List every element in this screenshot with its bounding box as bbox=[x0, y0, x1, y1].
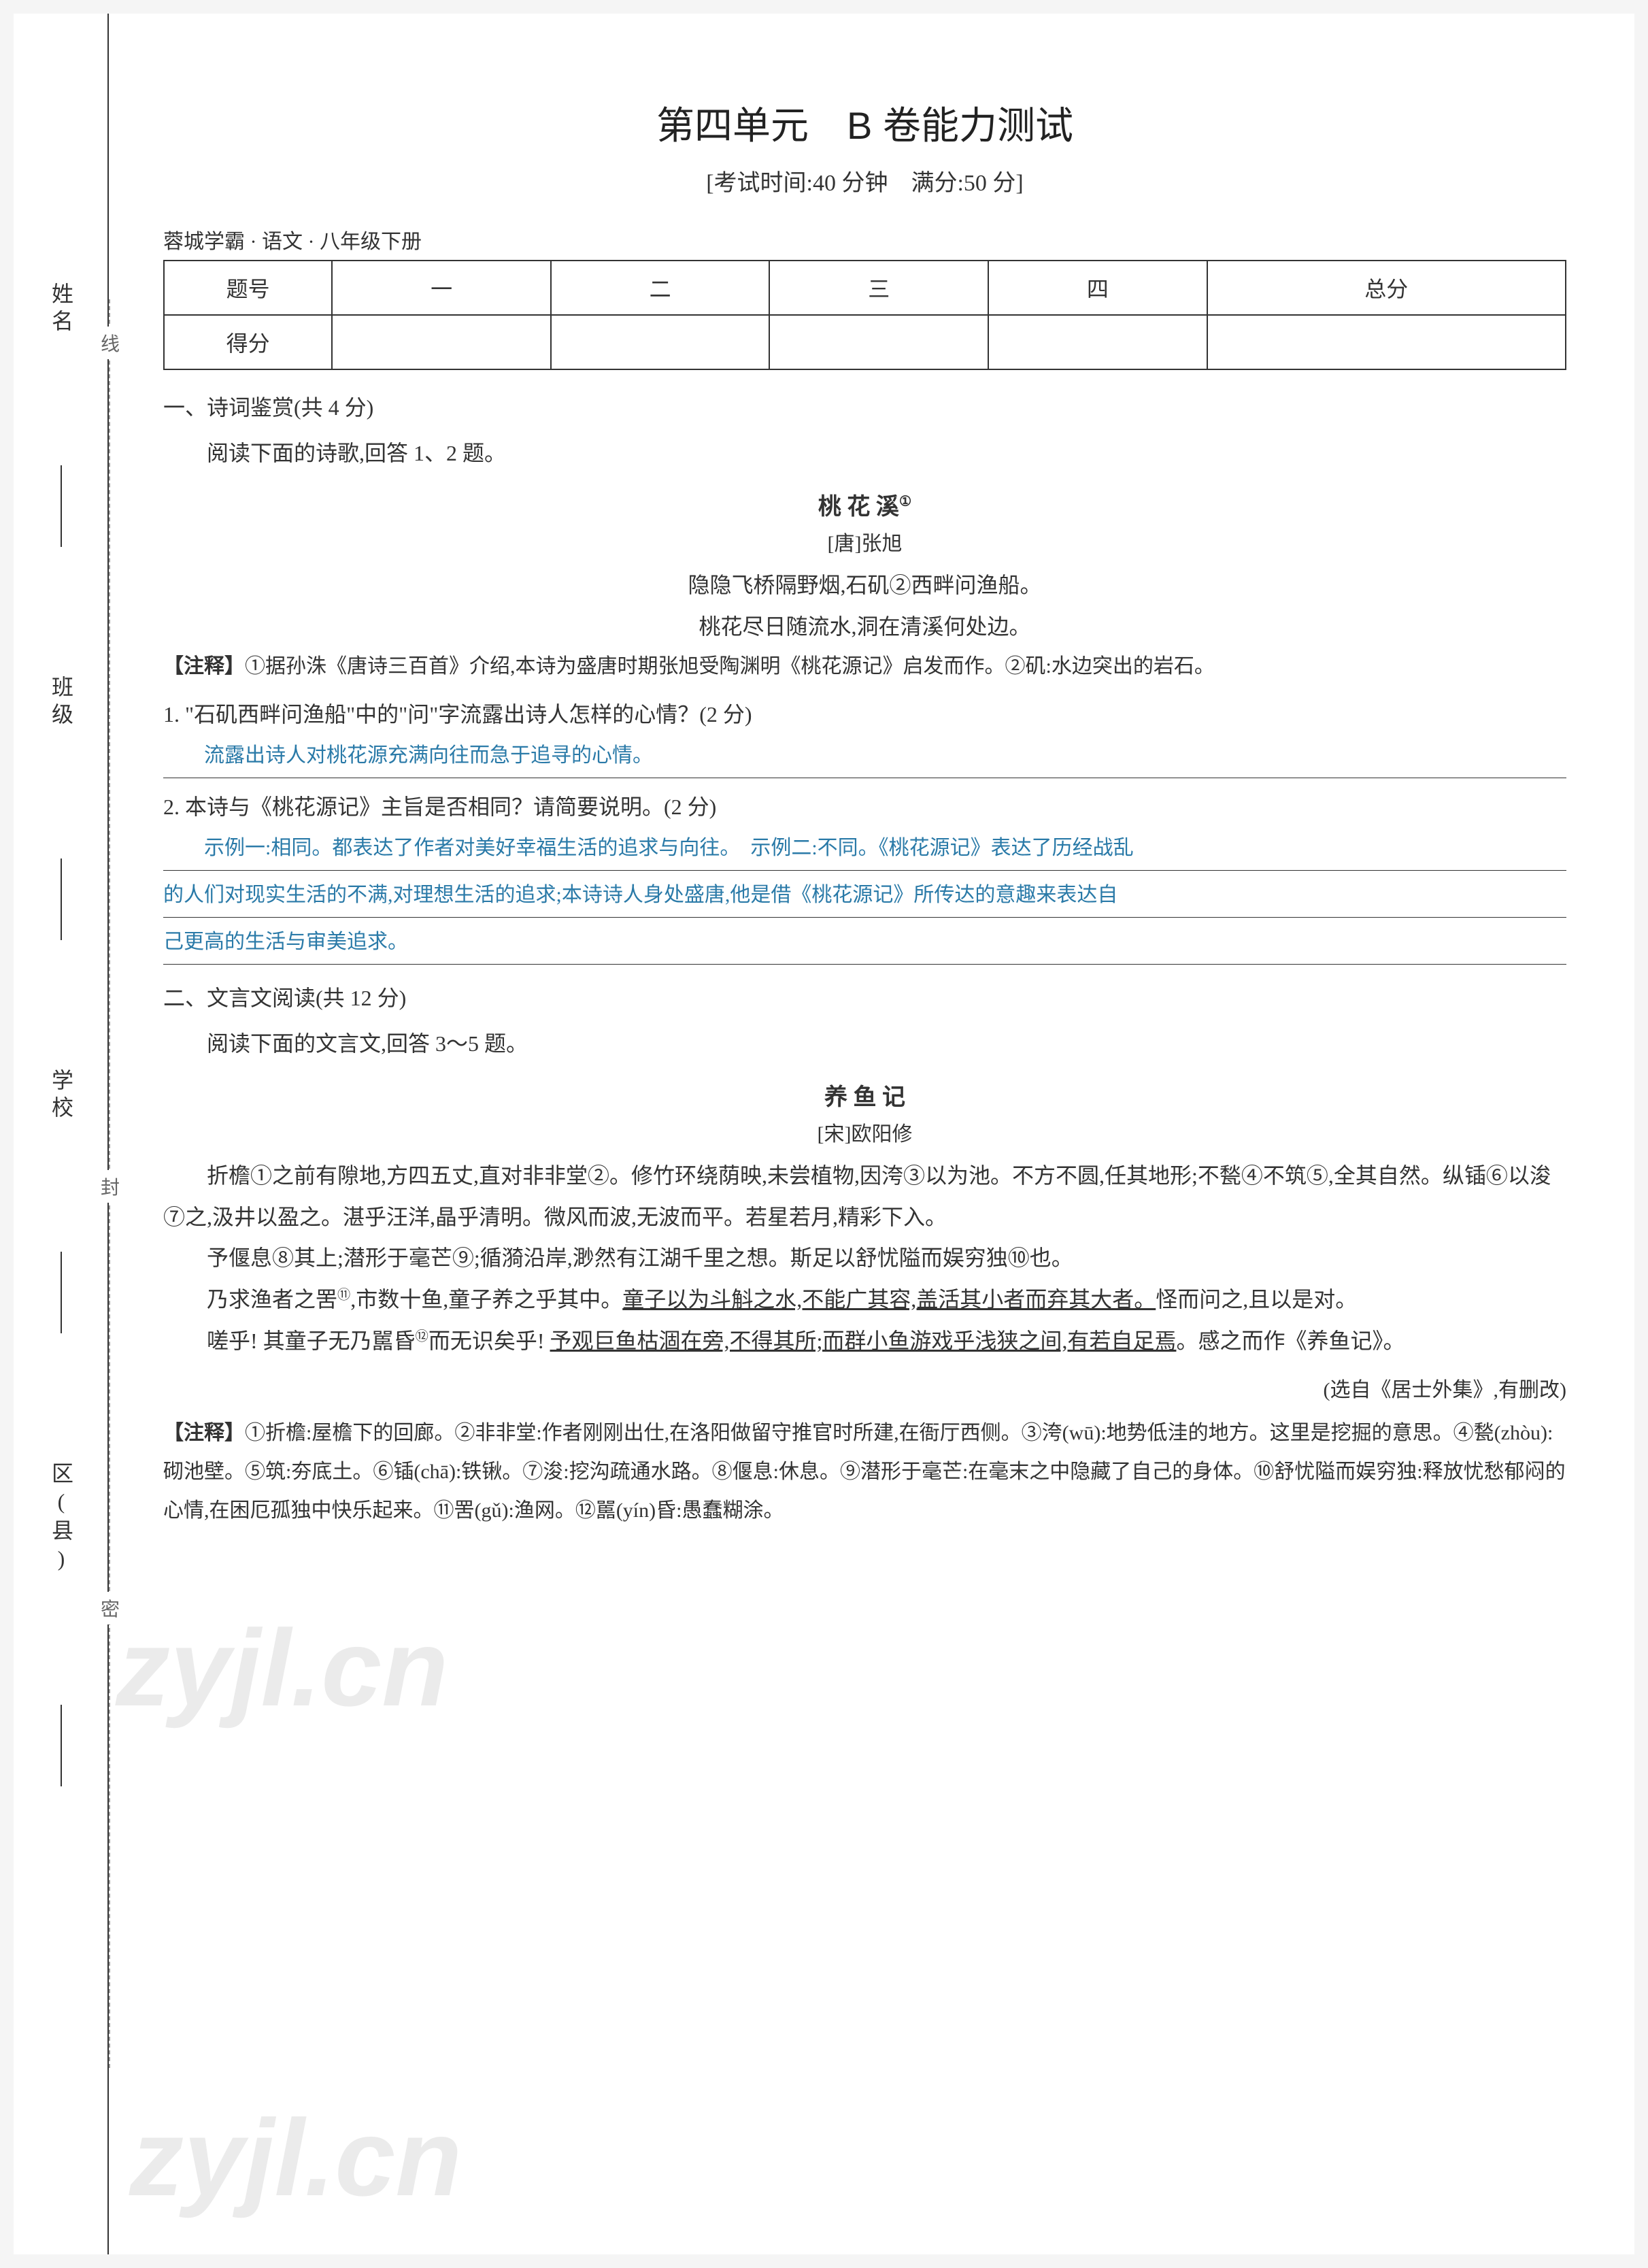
underline-text: 予观巨鱼枯涸在旁,不得其所;而群小鱼游戏乎浅狭之间,有若自足焉 bbox=[550, 1329, 1177, 1353]
question-1: 1. "石矶西畔问渔船"中的"问"字流露出诗人怎样的心情？(2 分) bbox=[163, 694, 1566, 735]
score-header: 题号 bbox=[164, 261, 332, 315]
score-cell bbox=[332, 315, 551, 369]
score-cell bbox=[1207, 315, 1566, 369]
essay-source: (选自《居士外集》,有删改) bbox=[163, 1373, 1566, 1403]
poem-title: 桃 花 溪① bbox=[163, 488, 1566, 521]
binding-label-class: 班级 bbox=[46, 676, 77, 730]
seal-label-xian: 线 bbox=[101, 327, 120, 359]
essay-para-2: 予偃息⑧其上;潜形于毫芒⑨;循漪沿岸,渺然有江湖千里之想。斯足以舒忧隘而娱穷独⑩… bbox=[163, 1237, 1566, 1279]
binding-divider bbox=[61, 1705, 62, 1786]
poem-title-sup: ① bbox=[899, 494, 911, 509]
essay-para-1: 折檐①之前有隙地,方四五丈,直对非非堂②。修竹环绕荫映,未尝植物,因洿③以为池。… bbox=[163, 1155, 1566, 1238]
exam-title: 第四单元 B 卷能力测试 bbox=[163, 95, 1566, 150]
essay-title: 养 鱼 记 bbox=[163, 1078, 1566, 1112]
note-label: 【注释】 bbox=[163, 1422, 245, 1444]
binding-label-district: 区(县) bbox=[46, 1462, 77, 1576]
exam-subtitle: [考试时间:40 分钟 满分:50 分] bbox=[163, 164, 1566, 197]
section1-heading: 一、诗词鉴赏(共 4 分) bbox=[163, 390, 1566, 422]
watermark: zyjl.cn bbox=[116, 1605, 448, 1731]
table-row: 题号 一 二 三 四 总分 bbox=[164, 261, 1566, 315]
table-row: 得分 bbox=[164, 315, 1566, 369]
answer-2-line1: 示例一:相同。都表达了作者对美好幸福生活的追求与向往。 示例二:不同。《桃花源记… bbox=[163, 828, 1566, 871]
section1-intro: 阅读下面的诗歌,回答 1、2 题。 bbox=[163, 433, 1566, 474]
binding-labels: 姓名 班级 学校 区(县) bbox=[34, 218, 88, 1850]
poem-title-text: 桃 花 溪 bbox=[818, 495, 899, 520]
score-header: 二 bbox=[551, 261, 770, 315]
score-cell bbox=[551, 315, 770, 369]
score-cell bbox=[988, 315, 1207, 369]
score-cell bbox=[769, 315, 988, 369]
section1-note: 【注释】①据孙洙《唐诗三百首》介绍,本诗为盛唐时期张旭受陶渊明《桃花源记》启发而… bbox=[163, 647, 1566, 686]
seal-label-feng: 封 bbox=[101, 1170, 120, 1203]
answer-1: 流露出诗人对桃花源充满向往而急于追寻的心情。 bbox=[163, 735, 1566, 778]
answer-2-line3: 己更高的生活与审美追求。 bbox=[163, 922, 1566, 965]
score-header: 一 bbox=[332, 261, 551, 315]
essay-para-4: 嗟乎! 其童子无乃嚚昏⑫而无识矣乎! 予观巨鱼枯涸在旁,不得其所;而群小鱼游戏乎… bbox=[163, 1320, 1566, 1362]
watermark: zyjl.cn bbox=[129, 2095, 462, 2220]
binding-divider bbox=[61, 858, 62, 940]
score-header: 三 bbox=[769, 261, 988, 315]
seal-label-mi: 密 bbox=[101, 1592, 120, 1624]
essay-para-3: 乃求渔者之罟⑪,市数十鱼,童子养之乎其中。童子以为斗斛之水,不能广其容,盖活其小… bbox=[163, 1279, 1566, 1320]
binding-label-school: 学校 bbox=[46, 1069, 77, 1123]
answer-2-line2: 的人们对现实生活的不满,对理想生活的追求;本诗诗人身处盛唐,他是借《桃花源记》所… bbox=[163, 875, 1566, 918]
poem-line: 隐隐飞桥隔野烟,石矶②西畔问渔船。 bbox=[163, 565, 1566, 606]
section2-heading: 二、文言文阅读(共 12 分) bbox=[163, 981, 1566, 1012]
poem-author: [唐]张旭 bbox=[163, 527, 1566, 556]
book-label: 蓉城学霸 · 语文 · 八年级下册 bbox=[163, 224, 1566, 254]
note-text: ①据孙洙《唐诗三百首》介绍,本诗为盛唐时期张旭受陶渊明《桃花源记》启发而作。②矶… bbox=[245, 655, 1215, 678]
content-area: 第四单元 B 卷能力测试 [考试时间:40 分钟 满分:50 分] 蓉城学霸 ·… bbox=[163, 68, 1566, 1530]
exam-page: 姓名 班级 学校 区(县) 线 封 密 zyjl.cn zyjl.cn 第四单元… bbox=[14, 14, 1634, 2254]
score-table: 题号 一 二 三 四 总分 得分 bbox=[163, 260, 1566, 370]
note-text: ①折檐:屋檐下的回廊。②非非堂:作者刚刚出仕,在洛阳做留守推官时所建,在衙厅西侧… bbox=[163, 1422, 1566, 1522]
note-label: 【注释】 bbox=[163, 655, 245, 678]
section2-intro: 阅读下面的文言文,回答 3～5 题。 bbox=[163, 1023, 1566, 1065]
score-header: 四 bbox=[988, 261, 1207, 315]
section2-note: 【注释】①折檐:屋檐下的回廊。②非非堂:作者刚刚出仕,在洛阳做留守推官时所建,在… bbox=[163, 1414, 1566, 1530]
binding-divider bbox=[61, 1252, 62, 1333]
question-2: 2. 本诗与《桃花源记》主旨是否相同？请简要说明。(2 分) bbox=[163, 786, 1566, 828]
poem-line: 桃花尽日随流水,洞在清溪何处边。 bbox=[163, 606, 1566, 648]
score-row-label: 得分 bbox=[164, 315, 332, 369]
underline-text: 童子以为斗斛之水,不能广其容,盖活其小者而弃其大者。 bbox=[622, 1287, 1156, 1312]
essay-author: [宋]欧阳修 bbox=[163, 1117, 1566, 1147]
binding-divider bbox=[61, 465, 62, 547]
binding-label-name: 姓名 bbox=[46, 282, 77, 337]
score-header: 总分 bbox=[1207, 261, 1566, 315]
